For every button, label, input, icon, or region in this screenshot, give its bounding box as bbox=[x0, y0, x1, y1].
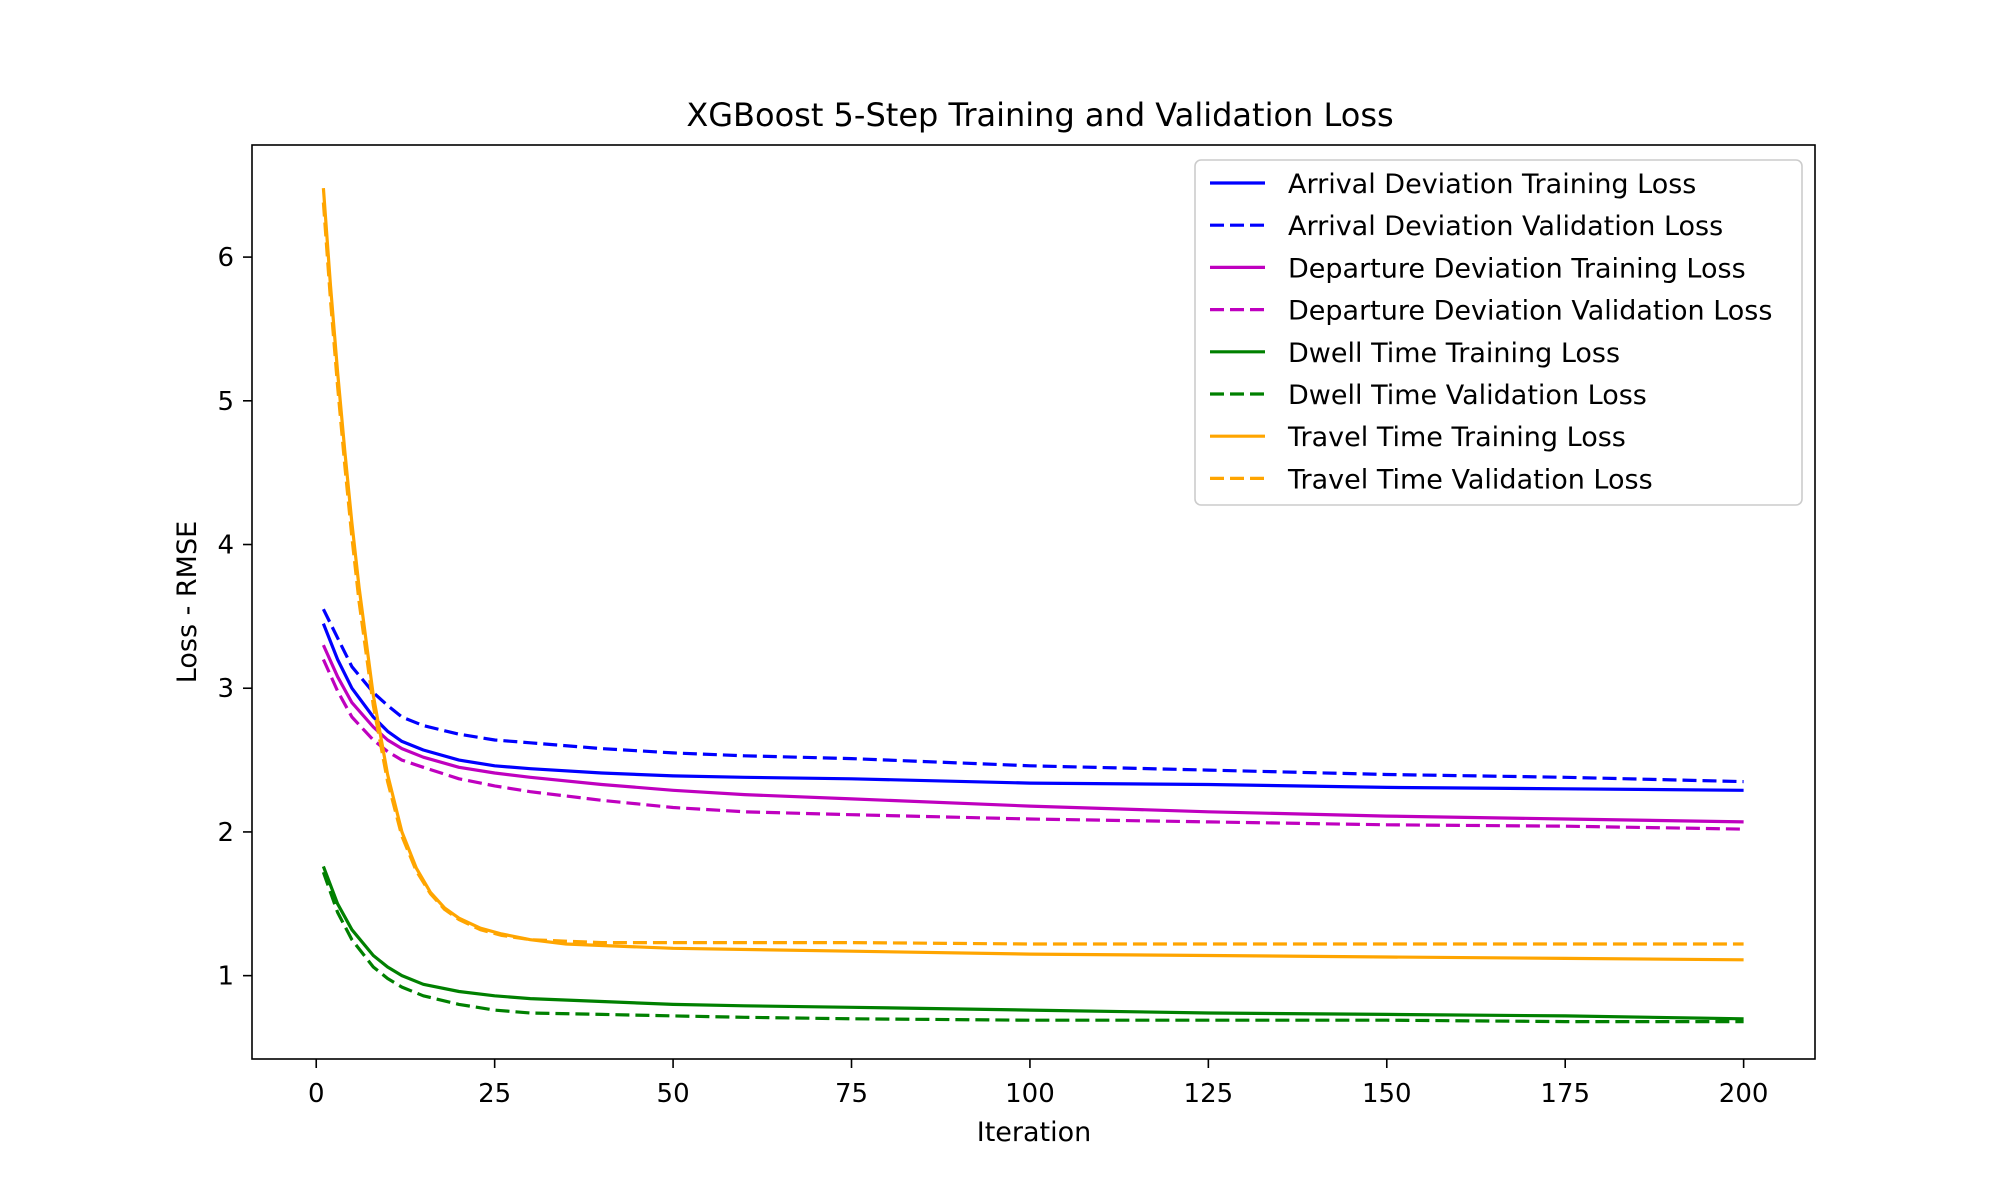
x-tick-label: 0 bbox=[308, 1079, 325, 1109]
y-tick-label: 5 bbox=[217, 387, 234, 417]
x-tick-label: 150 bbox=[1362, 1079, 1412, 1109]
series-line-5 bbox=[321, 871, 1744, 1024]
x-tick-label: 200 bbox=[1719, 1079, 1769, 1109]
x-axis-label: Iteration bbox=[977, 1117, 1092, 1148]
legend-label-0: Arrival Deviation Training Loss bbox=[1288, 169, 1696, 200]
y-tick-label: 4 bbox=[217, 531, 234, 561]
x-tick-label: 50 bbox=[657, 1079, 690, 1109]
legend-box bbox=[1194, 159, 1803, 506]
legend-label-2: Departure Deviation Training Loss bbox=[1288, 253, 1746, 284]
plot-frame bbox=[251, 144, 1816, 1060]
series-line-4 bbox=[321, 865, 1744, 1021]
x-tick-label: 75 bbox=[835, 1079, 868, 1109]
legend-label-3: Departure Deviation Validation Loss bbox=[1288, 296, 1772, 327]
y-tick-label: 2 bbox=[217, 818, 234, 848]
y-tick-label: 1 bbox=[217, 962, 234, 992]
y-axis-label: Loss - RMSE bbox=[172, 521, 203, 683]
x-tick-label: 125 bbox=[1184, 1079, 1234, 1109]
legend-label-4: Dwell Time Training Loss bbox=[1288, 338, 1620, 369]
series-line-7 bbox=[321, 202, 1744, 946]
legend-label-7: Travel Time Validation Loss bbox=[1287, 464, 1653, 495]
series-line-3 bbox=[321, 658, 1744, 831]
y-tick-label: 6 bbox=[217, 243, 234, 273]
y-axis: 1 2 3 4 5 6 bbox=[217, 243, 252, 992]
legend: Arrival Deviation Training Loss Arrival D… bbox=[1194, 159, 1803, 506]
chart-title: XGBoost 5-Step Training and Validation L… bbox=[686, 96, 1393, 134]
y-tick-label: 3 bbox=[217, 674, 234, 704]
legend-label-1: Arrival Deviation Validation Loss bbox=[1288, 211, 1723, 242]
series-line-0 bbox=[321, 623, 1744, 792]
x-axis: 0 25 50 75 100 125 150 175 200 bbox=[308, 1059, 1768, 1109]
x-tick-label: 25 bbox=[478, 1079, 511, 1109]
x-tick-label: 175 bbox=[1540, 1079, 1590, 1109]
series-line-1 bbox=[321, 608, 1744, 784]
legend-label-6: Travel Time Training Loss bbox=[1287, 422, 1626, 453]
series-lines bbox=[321, 187, 1744, 1024]
series-line-2 bbox=[321, 644, 1744, 824]
legend-label-5: Dwell Time Validation Loss bbox=[1288, 380, 1647, 411]
x-tick-label: 100 bbox=[1005, 1079, 1055, 1109]
